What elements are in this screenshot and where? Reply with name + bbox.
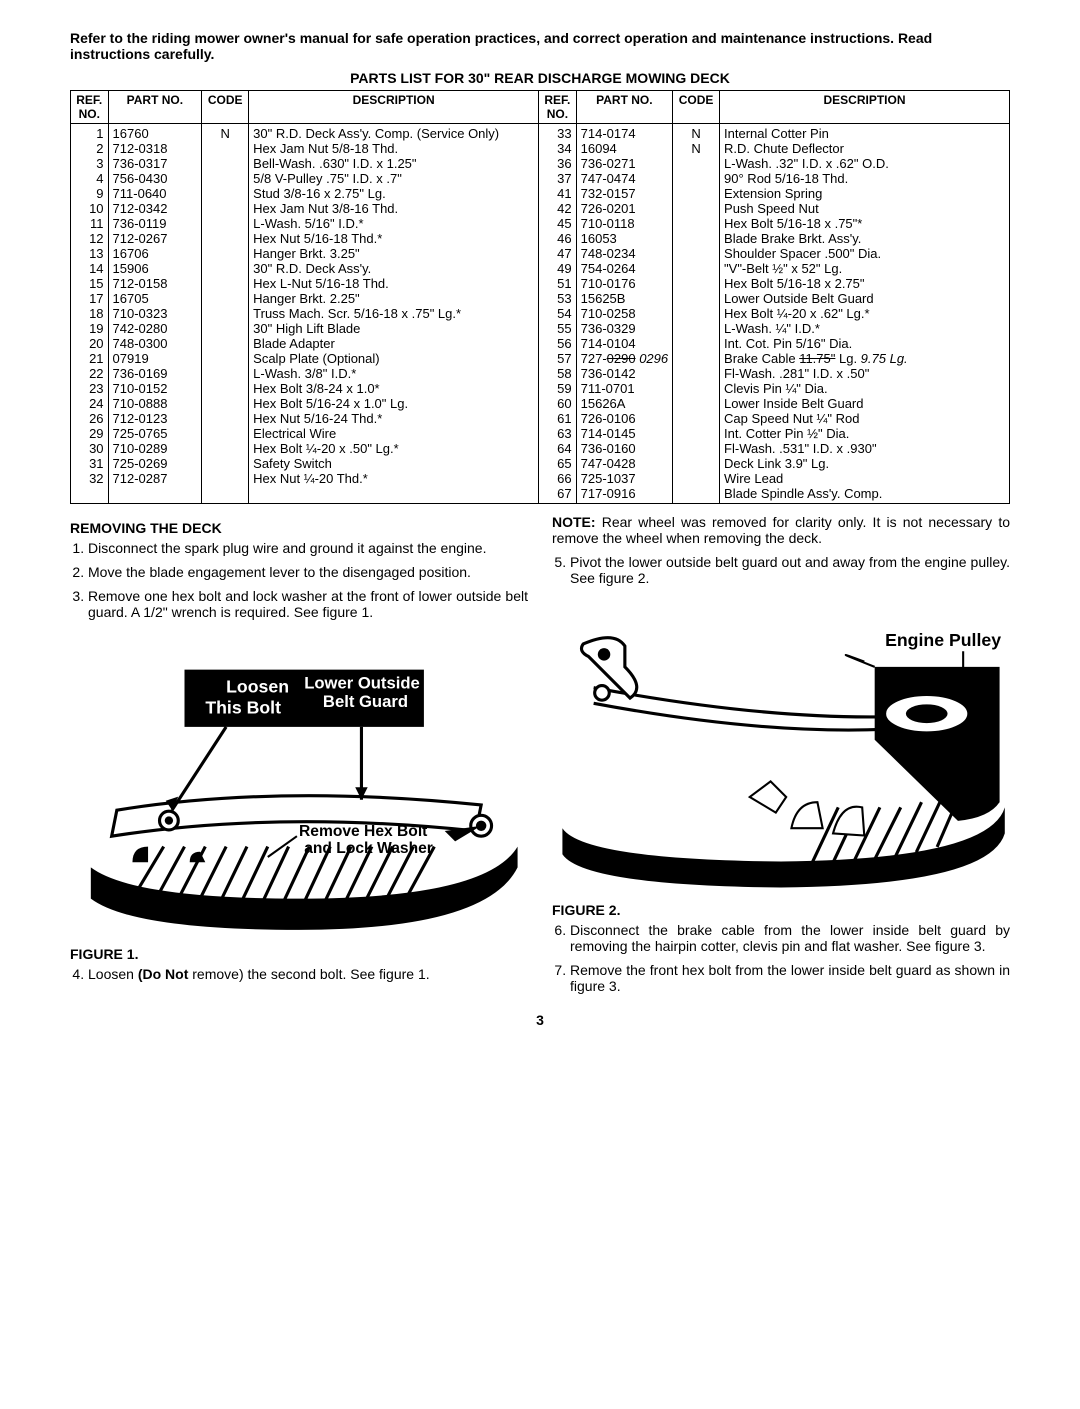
- figure-1: Loosen This Bolt Lower Outside Belt Guar…: [70, 628, 528, 940]
- col-code-1: CODE: [202, 91, 249, 124]
- step-5: Pivot the lower outside belt guard out a…: [570, 554, 1010, 586]
- col-ref-2: REF. NO.: [539, 91, 577, 124]
- step-2: Move the blade engagement lever to the d…: [88, 564, 528, 580]
- removing-head: REMOVING THE DECK: [70, 520, 528, 536]
- fig1-outside-label: Lower Outside: [304, 673, 420, 692]
- col-ref-1: REF. NO.: [71, 91, 109, 124]
- col-desc-2: DESCRIPTION: [720, 91, 1010, 124]
- header-row: REF. NO. PART NO. CODE DESCRIPTION REF. …: [71, 91, 1010, 124]
- col-part-1: PART NO.: [108, 91, 202, 124]
- page-number: 3: [70, 1012, 1010, 1028]
- svg-text:This Bolt: This Bolt: [205, 697, 281, 717]
- step-4: Loosen (Do Not remove) the second bolt. …: [88, 966, 528, 982]
- parts-table: REF. NO. PART NO. CODE DESCRIPTION REF. …: [70, 90, 1010, 504]
- col-part-2: PART NO.: [576, 91, 673, 124]
- col-code-2: CODE: [673, 91, 720, 124]
- col-desc-1: DESCRIPTION: [249, 91, 539, 124]
- fig2-pulley-label: Engine Pulley: [885, 630, 1001, 650]
- figure-1-caption: FIGURE 1.: [70, 946, 528, 962]
- fig1-remove-label: Remove Hex Bolt: [299, 823, 427, 840]
- fig1-loosen-label: Loosen: [226, 677, 289, 697]
- step-1: Disconnect the spark plug wire and groun…: [88, 540, 528, 556]
- note-text: NOTE: Rear wheel was removed for clarity…: [552, 514, 1010, 546]
- table-title: PARTS LIST FOR 30" REAR DISCHARGE MOWING…: [70, 70, 1010, 86]
- figure-2: Engine Pulley: [552, 594, 1010, 896]
- step-6: Disconnect the brake cable from the lowe…: [570, 922, 1010, 954]
- svg-text:and Lock Washer: and Lock Washer: [304, 840, 433, 857]
- intro-text: Refer to the riding mower owner's manual…: [70, 30, 1010, 62]
- svg-text:Belt Guard: Belt Guard: [323, 692, 408, 711]
- step-3: Remove one hex bolt and lock washer at t…: [88, 588, 528, 620]
- figure-2-caption: FIGURE 2.: [552, 902, 1010, 918]
- step-7: Remove the front hex bolt from the lower…: [570, 962, 1010, 994]
